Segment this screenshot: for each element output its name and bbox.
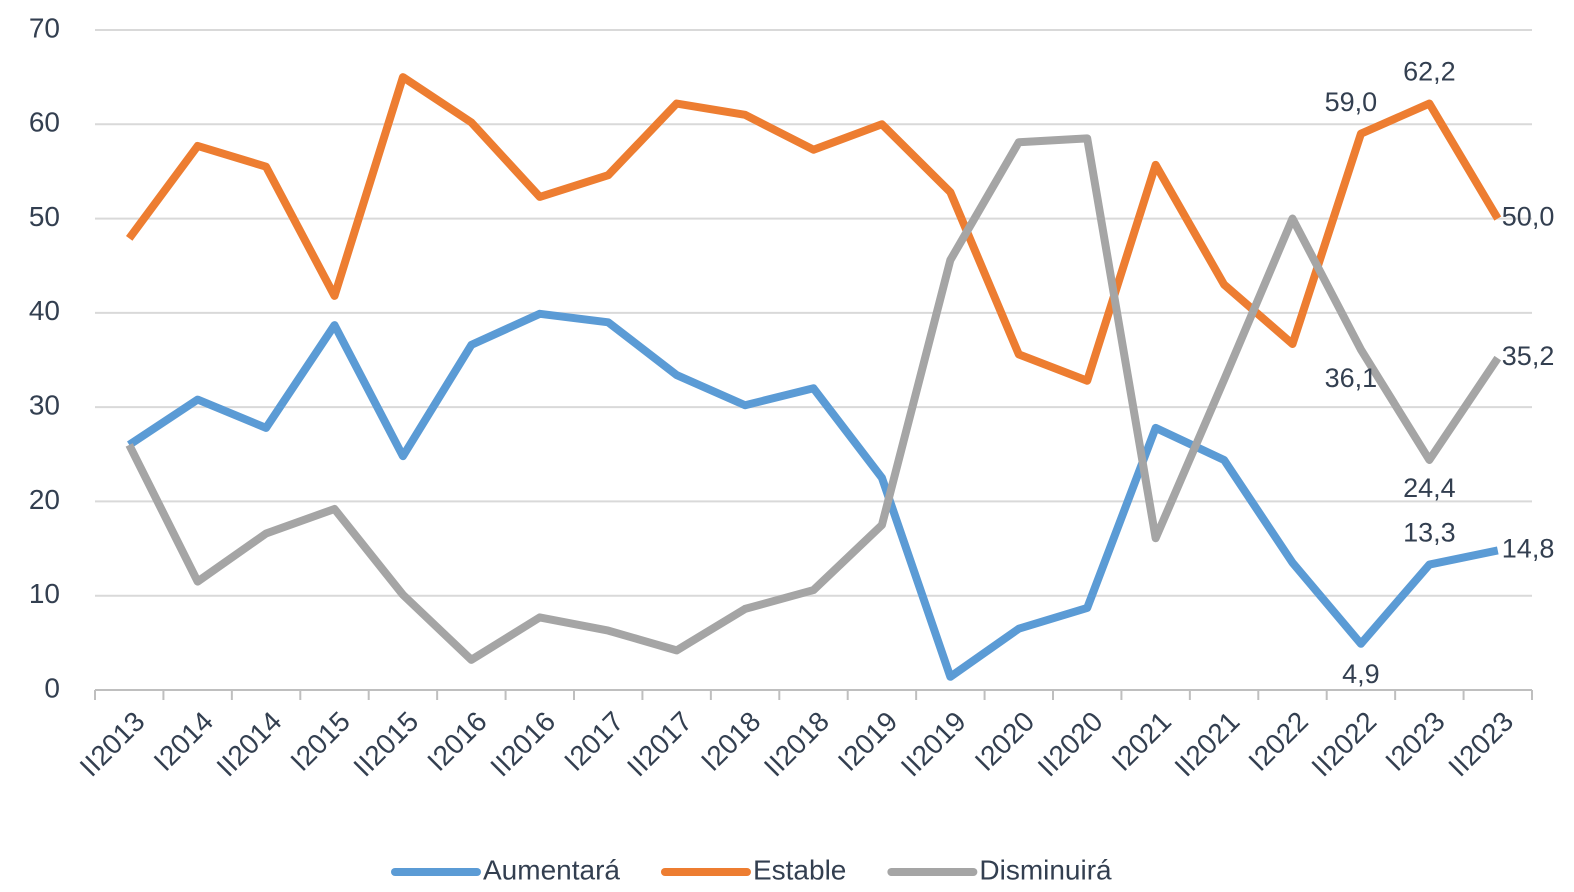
value-label: 24,4 [1403, 473, 1456, 503]
value-label: 36,1 [1325, 363, 1378, 393]
value-label: 35,2 [1502, 341, 1555, 371]
y-tick-label: 20 [29, 484, 60, 515]
x-tick-label: I2016 [421, 706, 492, 777]
legend-label: Disminuirá [979, 854, 1112, 885]
x-tick-label: II2014 [211, 706, 288, 783]
y-tick-label: 40 [29, 295, 60, 326]
y-tick-label: 10 [29, 578, 60, 609]
x-tick-label: II2022 [1305, 706, 1382, 783]
x-tick-label: I2022 [1242, 706, 1313, 777]
x-tick-label: I2014 [148, 706, 219, 777]
y-tick-label: 50 [29, 201, 60, 232]
y-tick-label: 30 [29, 390, 60, 421]
x-tick-label: I2018 [695, 706, 766, 777]
value-label: 13,3 [1403, 518, 1456, 548]
x-tick-label: II2021 [1169, 706, 1246, 783]
line-series [125, 134, 1502, 664]
x-tick-label: I2021 [1106, 706, 1177, 777]
value-label: 14,8 [1502, 534, 1555, 564]
x-tick-label: II2018 [758, 706, 835, 783]
x-tick-label: I2017 [558, 706, 629, 777]
x-tick-label: II2016 [484, 706, 561, 783]
x-tick-label: I2020 [969, 706, 1040, 777]
y-tick-label: 0 [44, 672, 60, 703]
x-tick-label: II2013 [74, 706, 151, 783]
x-tick-label: I2015 [284, 706, 355, 777]
x-tick-label: II2017 [621, 706, 698, 783]
x-tick-label: I2023 [1379, 706, 1450, 777]
value-label: 4,9 [1342, 659, 1380, 689]
x-tick-label: II2019 [895, 706, 972, 783]
y-tick-label: 60 [29, 107, 60, 138]
legend-label: Aumentará [483, 854, 620, 885]
y-tick-label: 70 [29, 12, 60, 43]
x-tick-label: II2015 [347, 706, 424, 783]
legend-label: Estable [753, 854, 846, 885]
x-tick-label: II2023 [1442, 706, 1519, 783]
value-label: 50,0 [1502, 202, 1555, 232]
x-tick-label: II2020 [1032, 706, 1109, 783]
line-series [127, 309, 1499, 681]
value-label: 62,2 [1403, 57, 1456, 87]
x-tick-label: I2019 [832, 706, 903, 777]
value-label: 59,0 [1325, 87, 1378, 117]
line-series [125, 73, 1502, 385]
